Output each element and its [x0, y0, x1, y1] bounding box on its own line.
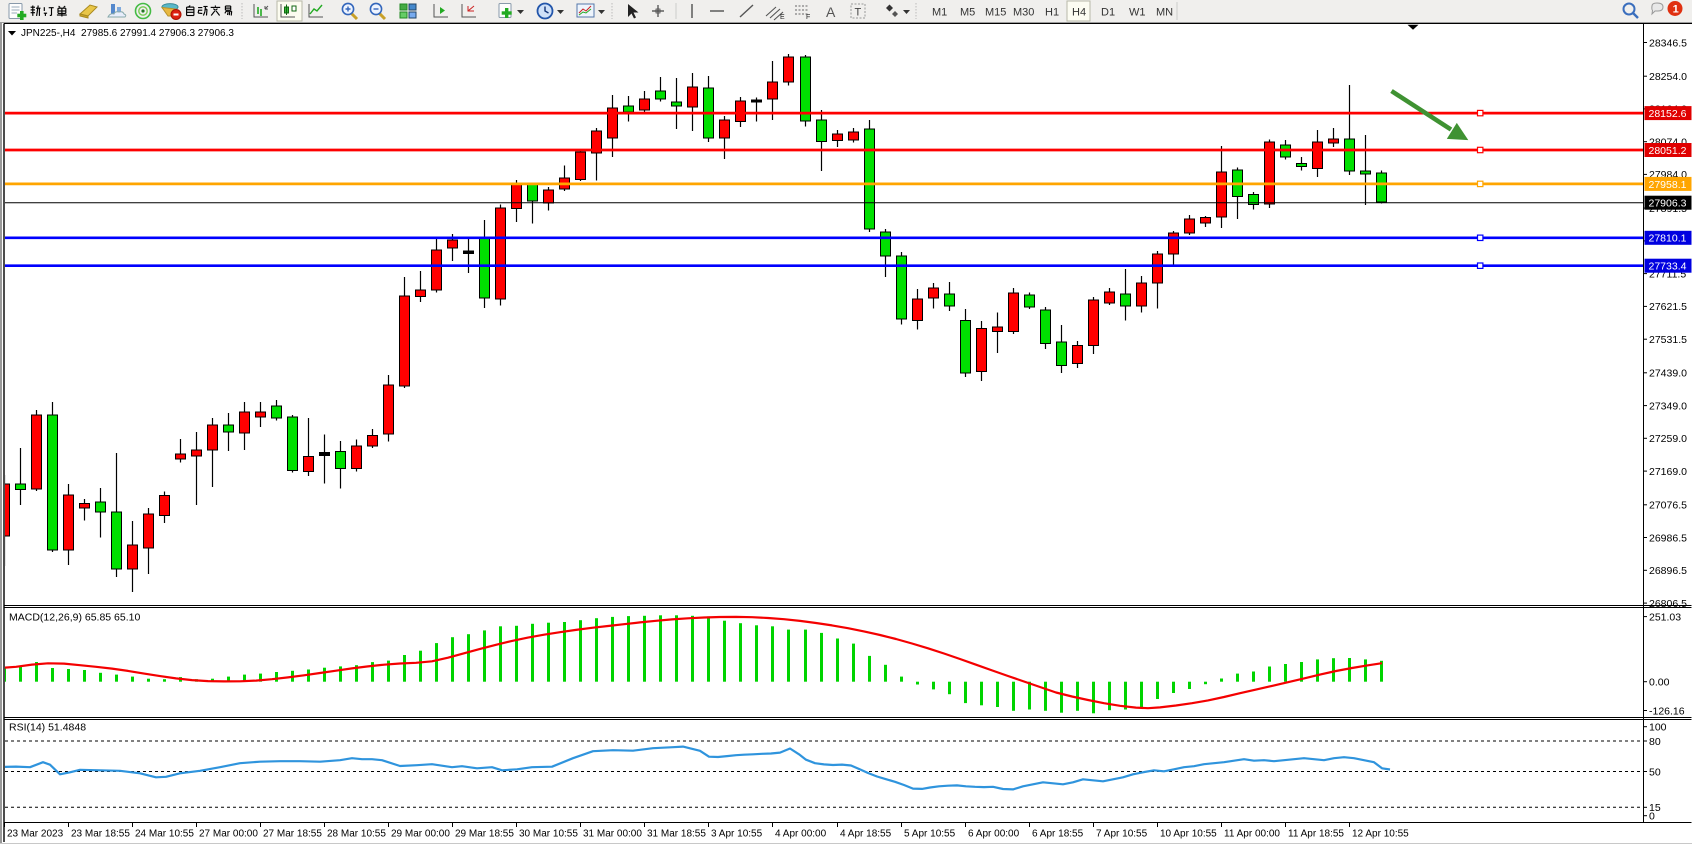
svg-text:27 Mar 00:00: 27 Mar 00:00	[199, 829, 258, 840]
svg-text:MACD(12,26,9) 65.85 65.10: MACD(12,26,9) 65.85 65.10	[9, 612, 140, 624]
svg-text:28 Mar 10:55: 28 Mar 10:55	[327, 829, 386, 840]
svg-text:10 Apr 10:55: 10 Apr 10:55	[1160, 829, 1217, 840]
svg-text:80: 80	[1649, 736, 1661, 748]
svg-text:29 Mar 00:00: 29 Mar 00:00	[391, 829, 450, 840]
svg-text:27958.1: 27958.1	[1649, 179, 1687, 191]
svg-text:27621.5: 27621.5	[1649, 301, 1687, 313]
svg-text:M5: M5	[960, 7, 975, 19]
svg-text:26896.5: 26896.5	[1649, 565, 1687, 577]
svg-text:12 Apr 10:55: 12 Apr 10:55	[1352, 829, 1409, 840]
svg-text:27349.0: 27349.0	[1649, 400, 1687, 412]
svg-text:26806.5: 26806.5	[1649, 598, 1687, 610]
svg-text:D1: D1	[1101, 7, 1115, 19]
svg-text:H4: H4	[1072, 7, 1086, 19]
svg-text:15: 15	[1649, 802, 1661, 814]
svg-text:50: 50	[1649, 766, 1661, 778]
svg-text:M30: M30	[1013, 7, 1034, 19]
svg-text:24 Mar 10:55: 24 Mar 10:55	[135, 829, 194, 840]
svg-text:27531.5: 27531.5	[1649, 334, 1687, 346]
svg-text:23 Mar 18:55: 23 Mar 18:55	[71, 829, 130, 840]
svg-text:28152.6: 28152.6	[1649, 108, 1687, 120]
svg-text:M15: M15	[985, 7, 1006, 19]
svg-text:27733.4: 27733.4	[1649, 261, 1687, 273]
svg-text:28051.2: 28051.2	[1649, 145, 1687, 157]
svg-text:27169.0: 27169.0	[1649, 466, 1687, 478]
svg-text:MN: MN	[1156, 7, 1173, 19]
svg-text:M1: M1	[932, 7, 947, 19]
svg-text:4 Apr 18:55: 4 Apr 18:55	[840, 829, 892, 840]
svg-text:JPN225-,H4 27985.6 27991.4 27: JPN225-,H4 27985.6 27991.4 27906.3 27906…	[21, 28, 234, 39]
svg-text:6 Apr 00:00: 6 Apr 00:00	[968, 829, 1020, 840]
svg-text:4 Apr 00:00: 4 Apr 00:00	[775, 829, 827, 840]
svg-text:E: E	[780, 14, 785, 21]
svg-text:100: 100	[1649, 722, 1667, 734]
svg-text:30 Mar 10:55: 30 Mar 10:55	[519, 829, 578, 840]
svg-text:A: A	[826, 4, 836, 20]
svg-text:26986.5: 26986.5	[1649, 532, 1687, 544]
svg-text:0.00: 0.00	[1649, 677, 1670, 689]
svg-text:28346.5: 28346.5	[1649, 37, 1687, 49]
svg-text:W1: W1	[1129, 7, 1146, 19]
svg-text:27810.1: 27810.1	[1649, 233, 1687, 245]
svg-text:28254.0: 28254.0	[1649, 71, 1687, 83]
svg-text:11 Apr 18:55: 11 Apr 18:55	[1288, 829, 1344, 840]
svg-text:27076.5: 27076.5	[1649, 500, 1687, 512]
svg-text:27439.0: 27439.0	[1649, 368, 1687, 380]
svg-text:6 Apr 18:55: 6 Apr 18:55	[1032, 829, 1084, 840]
svg-text:11 Apr 00:00: 11 Apr 00:00	[1224, 829, 1280, 840]
svg-text:29 Mar 18:55: 29 Mar 18:55	[455, 829, 514, 840]
svg-text:23 Mar 2023: 23 Mar 2023	[7, 829, 64, 840]
svg-text:F: F	[806, 14, 810, 21]
svg-text:-126.16: -126.16	[1649, 705, 1685, 717]
svg-text:31 Mar 00:00: 31 Mar 00:00	[583, 829, 642, 840]
svg-text:27 Mar 18:55: 27 Mar 18:55	[263, 829, 322, 840]
svg-text:5 Apr 10:55: 5 Apr 10:55	[904, 829, 956, 840]
svg-text:1: 1	[1673, 4, 1679, 16]
svg-text:31 Mar 18:55: 31 Mar 18:55	[647, 829, 706, 840]
svg-text:7 Apr 10:55: 7 Apr 10:55	[1096, 829, 1148, 840]
svg-text:H1: H1	[1045, 7, 1059, 19]
svg-text:27906.3: 27906.3	[1649, 198, 1687, 210]
svg-text:0: 0	[1649, 811, 1655, 823]
svg-text:T: T	[855, 7, 862, 19]
svg-text:RSI(14) 51.4848: RSI(14) 51.4848	[9, 722, 86, 734]
svg-text:27259.0: 27259.0	[1649, 433, 1687, 445]
svg-text:3 Apr 10:55: 3 Apr 10:55	[711, 829, 763, 840]
svg-text:251.03: 251.03	[1649, 611, 1681, 623]
